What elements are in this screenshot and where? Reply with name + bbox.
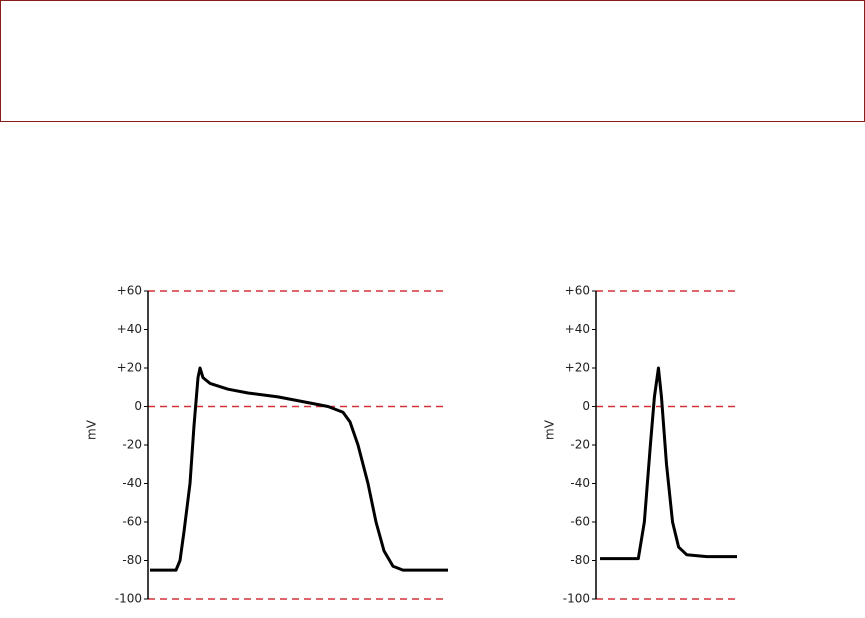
- y-tick-label: -100: [115, 592, 142, 606]
- y-tick-label: -80: [570, 553, 590, 567]
- y-tick-label: -60: [570, 515, 590, 529]
- y-tick-label: -80: [122, 553, 142, 567]
- y-axis-label: mV: [85, 419, 99, 440]
- y-tick-label: -60: [122, 515, 142, 529]
- y-tick-label: +20: [565, 361, 590, 375]
- y-tick-label: +20: [117, 361, 142, 375]
- data-line: [600, 366, 737, 561]
- data-line: [150, 366, 448, 572]
- y-tick-label: +40: [565, 322, 590, 336]
- y-tick-label: +40: [117, 322, 142, 336]
- y-tick-label: -20: [122, 438, 142, 452]
- y-tick-label: -20: [570, 438, 590, 452]
- y-tick-label: +60: [117, 284, 142, 298]
- y-tick-label: 0: [582, 399, 590, 413]
- y-tick-label: +60: [565, 284, 590, 298]
- y-tick-label: -40: [122, 476, 142, 490]
- y-tick-label: -40: [570, 476, 590, 490]
- y-axis-label: mV: [543, 419, 557, 440]
- y-tick-label: 0: [134, 399, 142, 413]
- y-tick-label: -100: [563, 592, 590, 606]
